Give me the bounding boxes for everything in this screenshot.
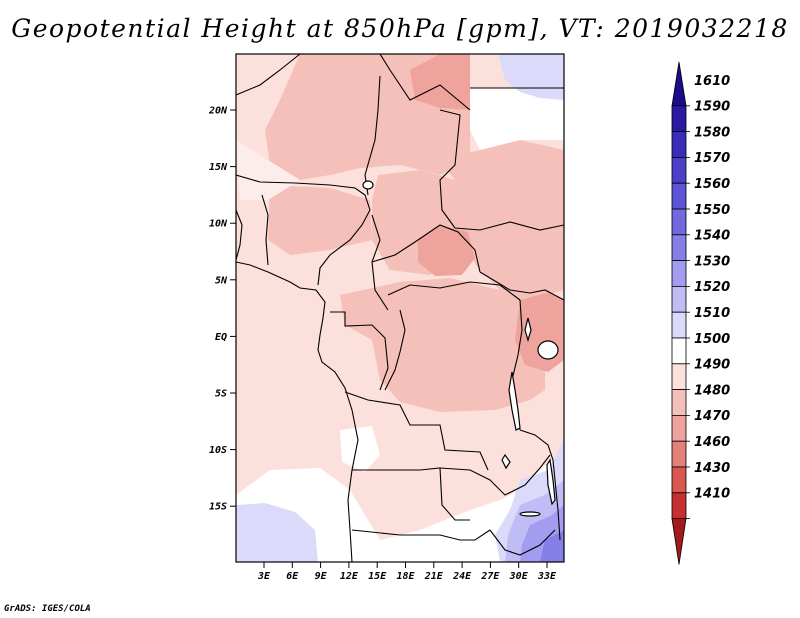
border-mozambique <box>519 429 561 541</box>
field-1520-southwest <box>236 503 318 562</box>
map-title: Geopotential Height at 850hPa [gpm], VT:… <box>11 14 789 43</box>
field-1500-egypt <box>470 88 564 150</box>
colorbar-label: 1430 <box>694 461 730 476</box>
colorbar-swatch <box>671 285 687 313</box>
colorbar-label: 1470 <box>694 409 730 424</box>
border-niger-nigeria <box>236 174 371 211</box>
colorbar-swatch <box>671 466 687 494</box>
colorbar-label: 1550 <box>694 203 730 218</box>
latitude-axis: 20N 15N 10N 5N EQ 5S 10S 15S <box>208 106 236 513</box>
colorbar-label: 1460 <box>694 435 730 450</box>
lon-label: 24E <box>452 571 472 582</box>
border-west-africa <box>236 209 243 261</box>
colorbar-label: 1480 <box>694 383 730 398</box>
border-car-chad <box>371 224 481 273</box>
colorbar-top-arrow <box>671 61 687 107</box>
colorbar-swatch <box>671 182 687 210</box>
longitude-axis: 3E 6E 9E 12E 15E 18E 21E 24E 27E 30E 33E <box>257 562 557 582</box>
colorbar-label: 1610 <box>694 74 730 89</box>
lon-label: 6E <box>286 571 299 582</box>
lake-mweru <box>501 453 511 470</box>
country-borders <box>236 54 564 562</box>
colorbar-swatch <box>671 363 687 390</box>
border-sudan-south <box>454 221 564 231</box>
height-field <box>236 54 564 562</box>
colorbar-swatch <box>671 131 687 158</box>
lat-label: 15S <box>209 502 227 513</box>
lon-label: 18E <box>396 571 415 582</box>
colorbar-swatch <box>671 156 687 184</box>
border-congo-drc <box>384 309 406 391</box>
border-chad-sudan <box>439 109 461 229</box>
lon-label: 12E <box>340 571 359 582</box>
lake-chad <box>362 180 374 190</box>
border-sahel-mali <box>236 54 301 96</box>
lon-label: 27E <box>480 571 500 582</box>
field-1480-sahara-peak <box>410 54 470 110</box>
colorbar-label: 1540 <box>694 229 730 244</box>
border-zimbabwe <box>489 529 556 556</box>
field-1480-chad <box>268 185 372 255</box>
lat-label: EQ <box>215 332 227 343</box>
lon-label: 3E <box>257 571 271 582</box>
field-1500-south <box>236 450 564 562</box>
field-1470-car <box>418 225 475 276</box>
colorbar-label: 1560 <box>694 177 730 192</box>
lake-albert <box>524 317 532 343</box>
lon-label: 9E <box>315 571 328 582</box>
lon-label: 21E <box>424 571 444 582</box>
lake-kariba <box>519 511 541 517</box>
lat-label: 10S <box>209 445 227 456</box>
colorbar-label: 1500 <box>694 332 730 347</box>
lat-label: 5N <box>215 275 228 286</box>
colorbar-swatch <box>671 440 687 468</box>
colorbar-swatch <box>671 311 687 339</box>
map-frame <box>235 53 565 563</box>
colorbar-swatch <box>671 105 687 133</box>
lon-label: 15E <box>368 571 387 582</box>
colorbar: 1610 1590 1580 1570 1560 1550 1540 1530 1520 1510… <box>671 61 730 565</box>
colorbar-swatch <box>671 208 687 236</box>
colorbar-swatch <box>671 389 687 416</box>
field-1480-sudan <box>440 140 564 300</box>
lat-label: 15N <box>209 162 228 173</box>
grads-credit: GrADS: IGES/COLA <box>4 604 91 614</box>
lat-label: 20N <box>208 106 228 117</box>
border-drc-angola <box>344 391 489 471</box>
lon-label: 30E <box>509 571 529 582</box>
colorbar-label: 1410 <box>694 487 730 502</box>
lake-victoria <box>537 340 559 360</box>
border-zambia <box>439 454 551 496</box>
field-1510-angola <box>340 426 380 472</box>
lakes <box>362 180 559 517</box>
border-gabon-congo <box>330 311 389 391</box>
colorbar-swatch <box>671 492 687 519</box>
border-ghana-togo <box>261 194 269 266</box>
colorbar-swatch <box>671 414 687 442</box>
colorbar-label: 1510 <box>694 306 730 321</box>
lat-label: 5S <box>215 389 227 400</box>
field-1500-sahel <box>236 140 300 200</box>
border-algeria-libya <box>300 54 471 111</box>
border-southsudan-uganda <box>479 271 564 301</box>
border-car-south <box>387 281 521 301</box>
colorbar-swatch <box>671 337 687 365</box>
lake-malawi <box>546 458 556 506</box>
colorbar-label: 1530 <box>694 254 730 269</box>
lat-label: 10N <box>209 219 228 230</box>
colorbar-label: 1520 <box>694 280 730 295</box>
lon-label: 33E <box>537 571 557 582</box>
border-nigeria-cameroon <box>317 209 371 286</box>
colorbar-label: 1490 <box>694 358 730 373</box>
colorbar-label: 1580 <box>694 125 730 140</box>
colorbar-swatch <box>671 260 687 287</box>
colorbar-swatch <box>671 234 687 262</box>
colorbar-label: 1570 <box>694 151 730 166</box>
colorbar-bottom-arrow <box>671 518 687 565</box>
colorbar-label: 1590 <box>694 100 730 115</box>
border-namibia-botswana <box>351 529 491 541</box>
field-1550-southeast <box>540 530 564 562</box>
lake-tanganyika <box>508 371 521 431</box>
